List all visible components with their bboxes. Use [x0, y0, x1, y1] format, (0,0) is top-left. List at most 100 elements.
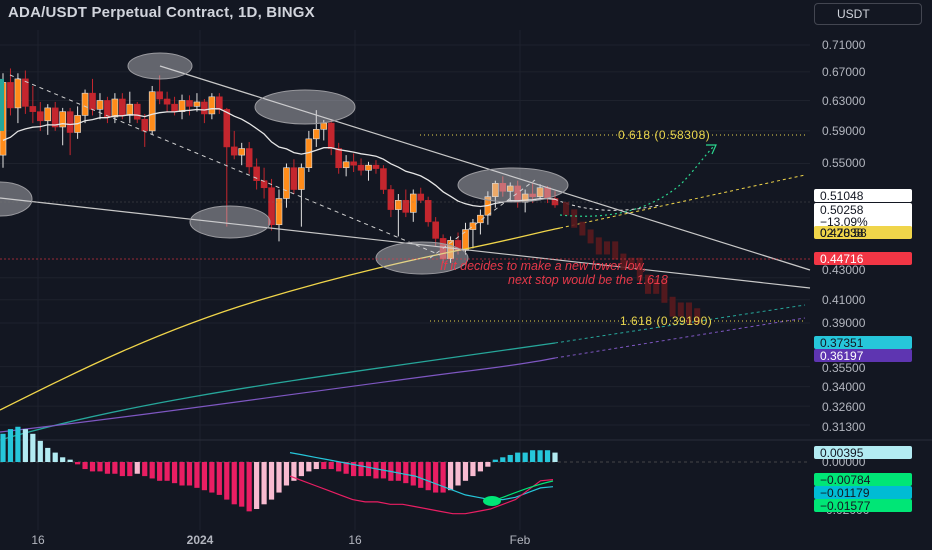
macd-histogram-bar — [403, 462, 409, 484]
candle-body — [260, 180, 268, 189]
price-tick-label: 0.63000 — [822, 94, 866, 108]
macd-badge — [814, 486, 912, 499]
candle-body — [283, 167, 290, 199]
candle-body — [432, 221, 439, 239]
macd-histogram-bar — [216, 462, 222, 495]
macd-badge-value: −0.01179 — [820, 486, 870, 500]
price-tick-label: 0.55000 — [822, 156, 866, 170]
candle — [51, 101, 59, 131]
candle-body — [141, 118, 149, 132]
time-tick-label: 16 — [31, 533, 45, 547]
projected-candles — [563, 201, 701, 324]
macd-histogram-bar — [97, 462, 103, 472]
candle — [372, 160, 380, 174]
price-badge — [814, 252, 912, 265]
upper-trendline — [159, 65, 811, 271]
macd-badge-bg — [814, 486, 912, 499]
candle-body — [492, 183, 499, 198]
price-badge-bg — [814, 189, 912, 202]
currency-button[interactable]: USDT — [814, 3, 922, 25]
macd-histogram-bar — [358, 462, 364, 477]
macd-histogram-bar — [134, 462, 140, 474]
price-badge-value: 0.36197 — [820, 349, 864, 363]
price-badge-value: 0.51048 — [820, 189, 864, 203]
candle — [506, 182, 514, 201]
price-badge — [814, 226, 912, 239]
ema-teal-projection — [554, 304, 806, 344]
projected-candle — [563, 201, 569, 216]
macd-histogram-bar — [440, 462, 446, 493]
candle-body — [312, 129, 320, 140]
bullish-projection-arrow — [706, 144, 717, 155]
candle-body — [148, 91, 156, 132]
macd-histogram-bar — [410, 462, 416, 486]
candle-body — [357, 164, 365, 171]
candle — [22, 70, 29, 114]
price-tick-label: 0.59000 — [822, 124, 866, 138]
macd-histogram-bar — [283, 462, 290, 486]
candle — [111, 93, 119, 124]
macd-crossover-marker — [483, 496, 501, 506]
macd-histogram-bar — [425, 462, 431, 491]
highlight-ellipse — [457, 167, 569, 203]
macd-histogram-bar — [15, 426, 21, 462]
price-axis — [814, 189, 912, 362]
price-tick-label: 0.43000 — [822, 263, 866, 277]
macd-histogram-bar — [0, 433, 6, 462]
macd-badge — [814, 499, 912, 512]
macd-histogram-bar — [447, 462, 454, 491]
projected-candle — [669, 296, 676, 317]
candle-body — [409, 193, 417, 213]
macd-histogram-bar — [306, 462, 312, 472]
candle — [141, 113, 149, 147]
price-badge-value: 0.37351 — [820, 336, 864, 350]
candle — [365, 161, 372, 181]
macd-histogram-bar — [433, 462, 439, 493]
candle-body — [424, 200, 432, 223]
candle-body — [417, 193, 425, 201]
candle — [148, 85, 156, 135]
macd-badge-bg — [814, 499, 912, 512]
fib-upper-label: 0.618 (0.58308) — [618, 128, 710, 142]
candle — [96, 93, 104, 120]
time-tick-label: 16 — [348, 533, 362, 547]
price-badge-value: 0.44716 — [820, 252, 864, 266]
macd-histogram-bar — [544, 450, 551, 462]
candle-body — [402, 200, 410, 213]
candle-body — [7, 82, 14, 109]
macd-badge-value: −0.01577 — [820, 499, 871, 513]
ema-yellow-line — [0, 227, 561, 411]
candle-body — [163, 98, 171, 105]
macd-histogram-bar — [268, 462, 275, 500]
candle — [163, 91, 171, 112]
candle — [133, 101, 141, 124]
macd-histogram-bar — [552, 452, 558, 462]
macd-badge-bg — [814, 473, 912, 486]
candle-body — [551, 198, 559, 206]
candle — [7, 68, 14, 116]
candle — [230, 130, 238, 160]
candle-body — [380, 168, 387, 190]
candle — [268, 178, 275, 231]
candle — [14, 73, 22, 124]
projected-candle — [595, 237, 602, 255]
candle — [335, 142, 342, 174]
projected-candle — [677, 302, 684, 317]
candle-body — [335, 148, 342, 169]
candle-body — [477, 214, 484, 224]
candle — [216, 93, 223, 114]
macd-histogram-bar — [291, 462, 297, 481]
candle — [238, 142, 246, 166]
fib-levels — [420, 134, 805, 322]
price-badge-value: 0.50258 — [820, 203, 864, 217]
macd-histogram-bar — [373, 462, 379, 479]
macd-histogram-bar — [112, 462, 118, 474]
candle — [186, 95, 193, 116]
candle-body — [238, 148, 246, 156]
candle-body-green — [0, 78, 4, 131]
ema-purple-line — [0, 357, 556, 433]
candle-body — [499, 183, 507, 192]
candle — [245, 142, 253, 174]
macd-histogram-bar — [89, 462, 96, 472]
